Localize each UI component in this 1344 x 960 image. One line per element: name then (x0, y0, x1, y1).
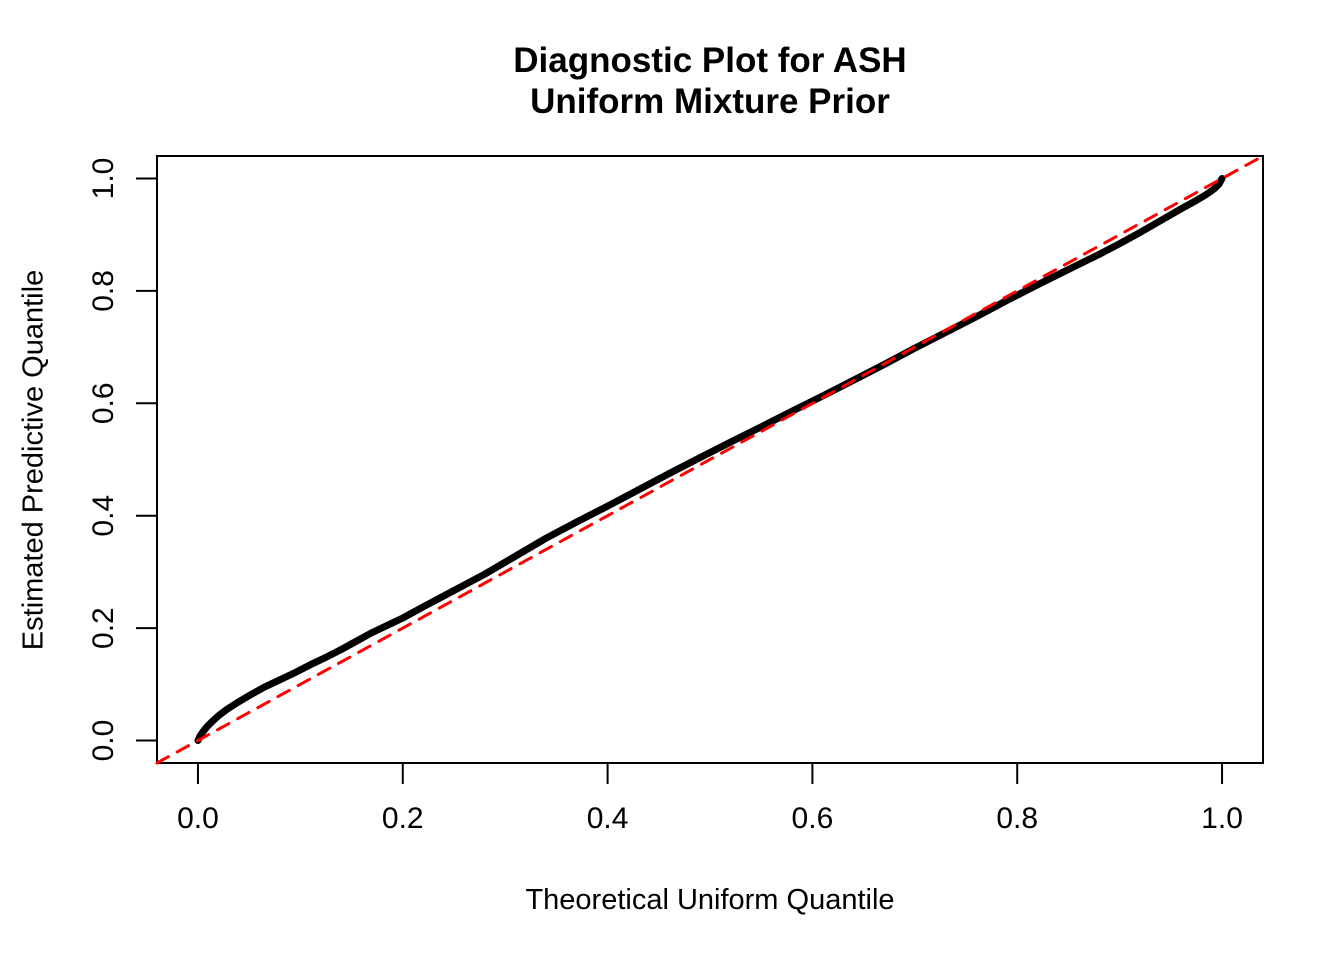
plot-frame (156, 155, 1264, 764)
identity-reference-line (155, 154, 1265, 765)
y-tick-label: 0.2 (87, 607, 120, 649)
x-axis-title: Theoretical Uniform Quantile (525, 884, 895, 916)
x-tick-label: 0.2 (382, 802, 424, 835)
chart-title-line-1: Diagnostic Plot for ASH (513, 41, 907, 80)
y-tick-label: 0.4 (87, 495, 120, 537)
y-tick-label: 0.8 (87, 270, 120, 312)
y-tick-label: 1.0 (87, 158, 120, 200)
y-tick-label: 0.0 (87, 720, 120, 762)
x-tick-label: 0.0 (177, 802, 219, 835)
predictive-quantile-curve (194, 175, 1226, 744)
x-tick-label: 1.0 (1201, 802, 1243, 835)
chart-title: Diagnostic Plot for ASH Uniform Mixture … (157, 40, 1263, 122)
chart-title-line-2: Uniform Mixture Prior (530, 82, 890, 121)
y-axis-title: Estimated Predictive Quantile (17, 269, 50, 651)
x-tick-label: 0.4 (587, 802, 629, 835)
x-tick-label: 0.6 (792, 802, 834, 835)
x-tick-label: 0.8 (996, 802, 1038, 835)
y-tick-label: 0.6 (87, 382, 120, 424)
